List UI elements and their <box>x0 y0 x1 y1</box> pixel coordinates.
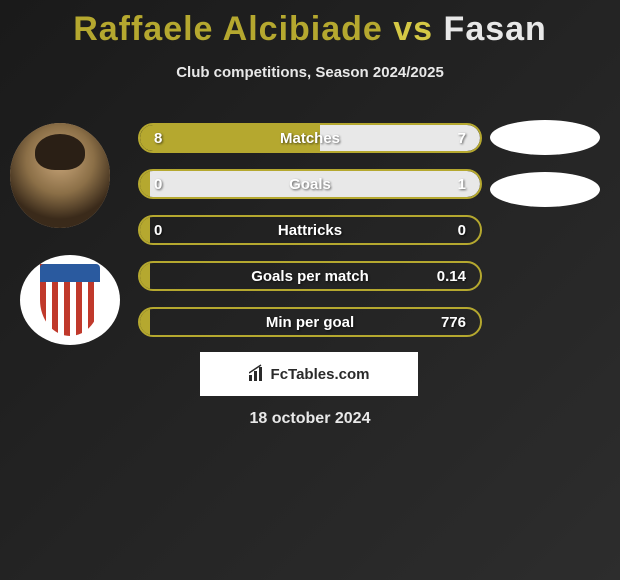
footer-logo: FcTables.com <box>200 352 418 396</box>
stat-value-right: 1 <box>458 176 466 193</box>
footer-date: 18 october 2024 <box>0 410 620 428</box>
stat-label: Min per goal <box>266 314 354 331</box>
stat-row: 0 Goals 1 <box>138 169 482 199</box>
stat-fill-left <box>140 309 150 335</box>
stat-fill-left <box>140 217 150 243</box>
stat-value-right: 0 <box>458 222 466 239</box>
team-badge <box>20 255 120 345</box>
stat-row: Min per goal 776 <box>138 307 482 337</box>
stat-value-right: 0.14 <box>437 268 466 285</box>
footer-logo-text: FcTables.com <box>271 366 370 383</box>
stat-fill-left <box>140 263 150 289</box>
subtitle: Club competitions, Season 2024/2025 <box>0 64 620 81</box>
stat-label: Goals <box>289 176 331 193</box>
stat-value-left: 0 <box>154 222 162 239</box>
avatar-image <box>10 123 110 228</box>
stat-label: Goals per match <box>251 268 369 285</box>
player-left-avatar <box>10 123 110 228</box>
stat-row: Goals per match 0.14 <box>138 261 482 291</box>
stat-value-left: 0 <box>154 176 162 193</box>
player-left-name: Raffaele Alcibiade <box>73 10 383 48</box>
badge-shield-icon <box>40 264 100 336</box>
stat-fill-right <box>320 125 480 151</box>
comparison-title: Raffaele Alcibiade vs Fasan <box>0 0 620 49</box>
stat-label: Matches <box>280 130 340 147</box>
stats-container: 8 Matches 7 0 Goals 1 0 Hattricks 0 Goals per mat… <box>138 123 482 353</box>
stat-row: 0 Hattricks 0 <box>138 215 482 245</box>
stat-value-right: 776 <box>441 314 466 331</box>
player-right-indicator-1 <box>490 120 600 155</box>
stat-label: Hattricks <box>278 222 342 239</box>
vs-text: vs <box>393 10 433 48</box>
stat-fill-left <box>140 171 150 197</box>
chart-icon <box>249 363 267 386</box>
stat-row: 8 Matches 7 <box>138 123 482 153</box>
stat-value-right: 7 <box>458 130 466 147</box>
player-right-indicator-2 <box>490 172 600 207</box>
player-right-name: Fasan <box>444 10 547 48</box>
stat-value-left: 8 <box>154 130 162 147</box>
